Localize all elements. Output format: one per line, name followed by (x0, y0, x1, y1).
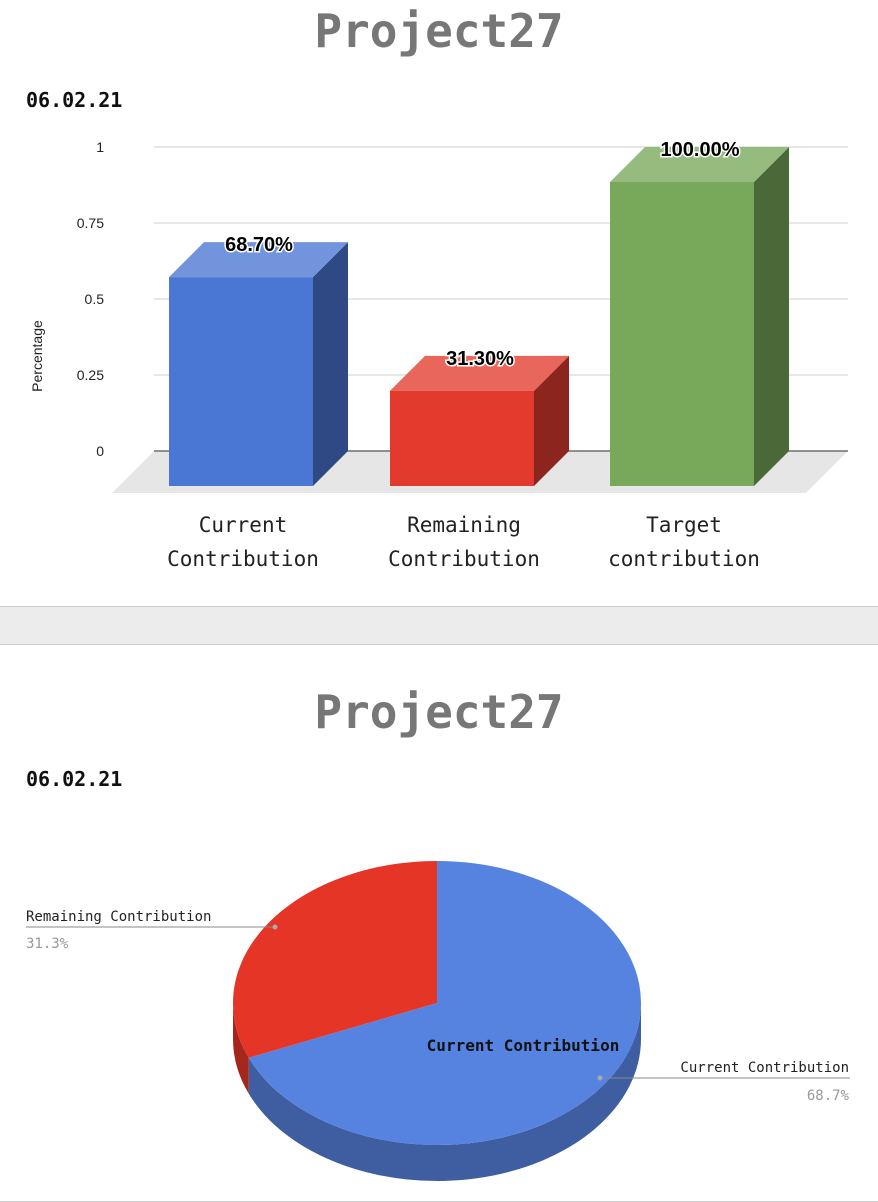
bar-chart: 0 0.25 0.5 0.75 1 Percentage 68.70% Current Cont… (29, 138, 848, 571)
y-tick-label: 0.25 (77, 367, 104, 383)
data-label: 31.30% (446, 348, 514, 370)
pie-slice-side (248, 1003, 641, 1181)
x-tick-label: Remaining (407, 513, 521, 537)
y-tick-label: 0.5 (85, 291, 105, 307)
pie-chart-title: Project27 (314, 685, 564, 739)
bar-top (610, 147, 789, 182)
pie-label: Remaining Contribution (26, 909, 211, 925)
bar-side (534, 355, 569, 486)
x-tick-label: contribution (608, 547, 760, 571)
y-axis-label: Percentage (29, 320, 45, 392)
pie-inside-label: Current Contribution (427, 1036, 620, 1055)
leader-dot (597, 1075, 603, 1081)
y-tick-label: 1 (96, 139, 104, 155)
bar (390, 390, 534, 486)
bar-chart-panel: Project27 06.02.21 0 0.25 0.5 0.75 1 Percenta… (0, 0, 878, 607)
bar (610, 182, 754, 486)
x-tick-label: Current (199, 513, 288, 537)
x-tick-label: Contribution (388, 547, 540, 571)
y-tick-label: 0 (96, 443, 104, 459)
x-tick-label: Target (646, 513, 722, 537)
pie-chart-panel: Project27 06.02.21 Current Contribution C… (0, 644, 878, 1202)
bar-chart-title: Project27 (314, 4, 564, 58)
pie-percent-label: 31.3% (26, 936, 69, 952)
pie-slice-side (233, 1003, 249, 1094)
pie-label: Current Contribution (680, 1060, 849, 1076)
y-tick-label: 0.75 (77, 215, 104, 231)
pie-slice (248, 861, 641, 1145)
leader-dot (272, 924, 278, 930)
bar-side (754, 147, 789, 486)
bar-top (169, 242, 348, 278)
pie-chart-date: 06.02.21 (26, 767, 123, 791)
pie-slice (232, 861, 437, 1058)
data-label: 100.00% (661, 139, 740, 161)
bar-side (313, 242, 348, 486)
bar (169, 277, 313, 486)
pie-percent-label: 68.7% (807, 1088, 850, 1104)
bar-top (390, 355, 569, 391)
x-tick-label: Contribution (167, 547, 319, 571)
pie-chart: Current Contribution Current Contribution… (26, 861, 850, 1181)
data-label: 68.70% (225, 234, 293, 256)
bar-chart-date: 06.02.21 (26, 88, 123, 112)
